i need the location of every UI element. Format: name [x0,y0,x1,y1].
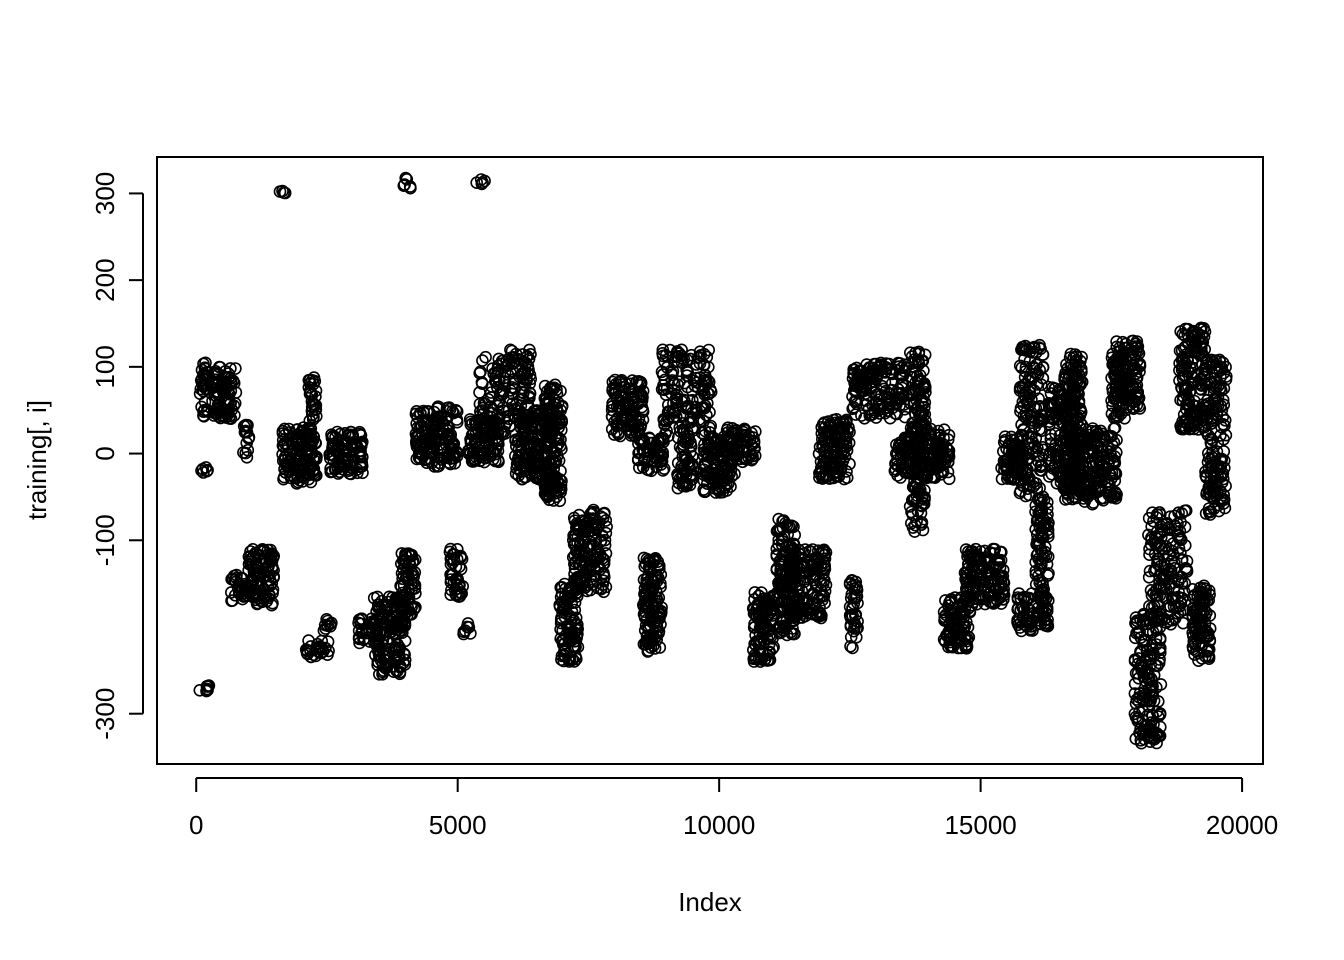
data-point [311,640,325,654]
data-point [318,618,332,632]
data-point [290,468,304,482]
data-point [224,372,237,385]
data-point [278,422,291,436]
data-point [238,425,252,439]
data-point [314,646,328,660]
data-point [249,557,262,570]
data-point [240,419,254,433]
data-point [247,574,260,588]
data-point [291,436,305,450]
data-point [305,435,319,449]
data-point [333,465,346,479]
data-point [213,405,226,418]
data-point [220,393,233,406]
data-point [220,407,234,421]
data-point [354,436,368,450]
data-point [304,422,318,435]
data-point [206,394,219,408]
plot-frame [156,156,1264,765]
data-point [266,583,280,597]
data-point [217,386,230,399]
data-point [224,396,237,410]
data-point [331,467,345,480]
data-point [479,350,492,364]
data-point [343,428,357,442]
data-point [323,617,337,631]
data-point [305,408,319,422]
data-point [329,443,343,457]
data-point [476,354,489,367]
data-point [291,423,304,436]
data-point [344,458,358,471]
data-point [307,466,321,480]
data-point [202,679,216,692]
data-point [338,426,352,440]
data-point [339,434,353,448]
data-point [197,466,210,479]
data-point [249,578,263,591]
data-point [226,572,240,586]
data-point [344,467,358,481]
data-point [288,457,302,470]
data-point [325,430,339,444]
data-point [193,387,207,401]
data-point [207,377,220,391]
data-point [351,466,364,480]
data-point [257,566,271,579]
data-point [306,433,320,447]
data-point [307,429,320,443]
data-point [211,407,224,421]
data-point [265,577,279,590]
data-point [308,450,321,464]
data-point [265,598,279,612]
data-point [222,370,236,384]
data-point [199,356,212,370]
data-point [273,185,287,198]
data-point [226,594,239,607]
data-point [284,471,298,485]
data-point [325,465,339,478]
data-point [309,384,323,398]
data-point [259,590,273,604]
data-point [297,421,310,434]
data-point [276,439,290,452]
data-point [309,452,323,466]
data-point [276,424,290,438]
data-point [354,612,368,626]
data-point [225,586,238,599]
data-point [230,568,243,582]
data-point [305,388,319,402]
data-point [209,364,222,378]
data-point [355,624,369,638]
data-points [193,171,1233,750]
